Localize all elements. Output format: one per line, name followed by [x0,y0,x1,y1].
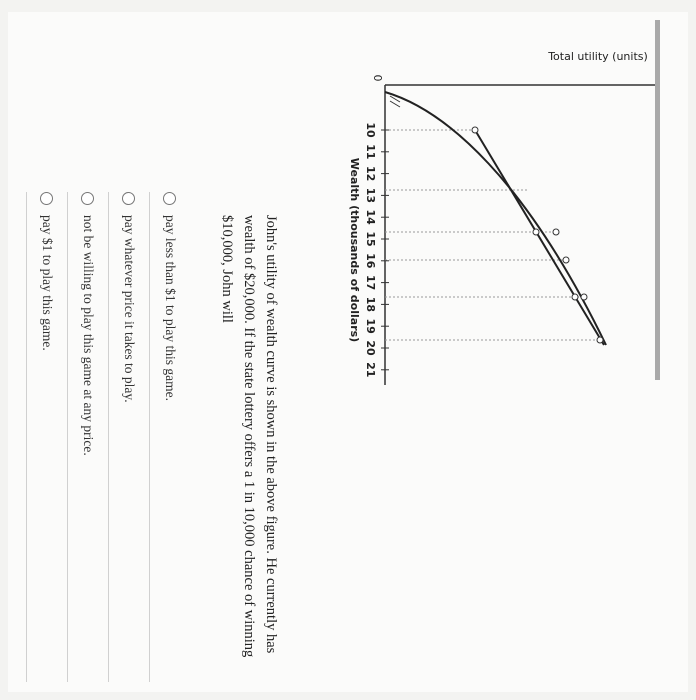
x-tick-label: 13 [364,188,377,203]
x-ticks: 10 11 12 13 14 15 16 17 18 19 20 21 [364,122,389,377]
option-label[interactable]: pay whatever price it takes to play. [122,215,137,403]
figure: Total utility (units) 0 Wealth (thousand… [348,50,655,385]
option-label[interactable]: not be willing to play this game at any … [81,215,96,456]
x-tick-label: 21 [364,362,377,377]
radio-button[interactable] [40,192,54,205]
points [471,126,604,344]
utility-curve [384,91,607,346]
x-tick-label: 11 [364,144,377,159]
option[interactable]: pay $1 to play this game. [26,192,67,682]
radio-button[interactable] [122,192,136,205]
axis-break [389,95,401,108]
radio-button[interactable] [163,192,177,205]
option[interactable]: pay whatever price it takes to play. [108,192,149,682]
guide-lines [385,129,600,341]
option[interactable]: pay less than $1 to play this game. [149,192,190,682]
x-tick-label: 20 [364,340,377,356]
x-tick-label: 14 [364,210,377,226]
x-tick-label: 10 [364,122,377,138]
option-label[interactable]: pay less than $1 to play this game. [163,215,178,401]
option[interactable]: not be willing to play this game at any … [67,192,108,682]
x-tick-label: 17 [364,275,377,290]
x-tick-label: 19 [364,319,377,334]
y-axis-label: Total utility (units) [547,50,648,63]
x-tick-label: 12 [364,166,377,181]
option-label[interactable]: pay $1 to play this game. [40,215,55,351]
x-tick-label: 18 [364,297,377,312]
x-tick-label: 15 [364,231,377,246]
origin-label: 0 [371,75,384,82]
x-tick-label: 16 [364,253,377,269]
radio-button[interactable] [81,192,95,205]
chord [474,129,605,346]
question-text: John's utility of wealth curve is shown … [219,215,279,658]
x-axis-label: Wealth (thousands of dollars) [348,158,361,342]
